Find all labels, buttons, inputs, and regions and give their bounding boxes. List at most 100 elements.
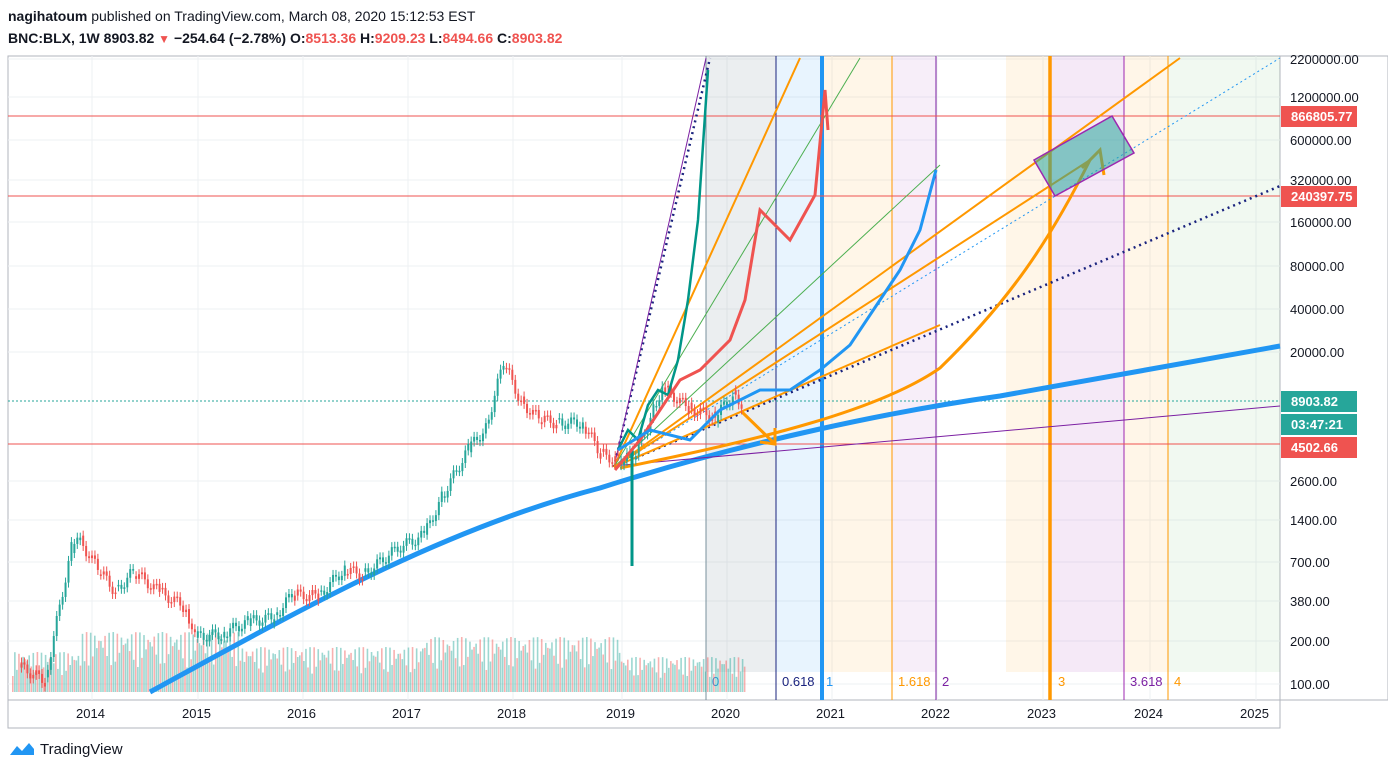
volume-bar — [96, 648, 98, 692]
volume-bar — [633, 675, 635, 692]
volume-bar — [645, 665, 648, 692]
price-candle — [188, 609, 190, 624]
price-candle — [314, 590, 317, 594]
volume-bar — [653, 658, 656, 692]
volume-bar — [342, 663, 344, 692]
volume-bar — [186, 667, 188, 692]
volume-bar — [153, 636, 156, 692]
price-candle — [120, 584, 123, 589]
volume-bar — [61, 675, 63, 692]
volume-bar — [286, 647, 289, 692]
volume-bar — [83, 661, 86, 692]
volume-bar — [299, 655, 301, 692]
volume-bar — [413, 668, 416, 692]
price-candle — [461, 463, 464, 472]
price-candle — [567, 423, 570, 429]
price-candle — [420, 530, 423, 538]
volume-bar — [399, 653, 402, 692]
volume-bar — [260, 647, 262, 692]
price-candle — [152, 584, 155, 590]
volume-bar — [608, 637, 611, 692]
price-candle — [299, 589, 302, 592]
volume-bar — [532, 637, 535, 692]
volume-bar — [329, 663, 332, 692]
volume-bar — [350, 652, 352, 692]
price-candle — [396, 546, 399, 552]
volume-bar — [12, 676, 14, 692]
price-axis-tick: 2200000.00 — [1290, 52, 1359, 67]
volume-bar — [504, 656, 506, 692]
tradingview-footer[interactable]: TradingView — [8, 740, 123, 758]
price-candle — [23, 662, 26, 665]
price-candle — [546, 415, 549, 417]
volume-bar — [149, 642, 151, 692]
price-candle — [717, 415, 720, 423]
volume-bar — [422, 648, 424, 692]
fib-time-label: 3 — [1058, 674, 1065, 689]
price-candle — [564, 425, 567, 429]
price-candle — [208, 634, 211, 642]
volume-bar — [214, 632, 217, 692]
price-candle — [164, 587, 167, 596]
volume-bar — [733, 657, 736, 692]
price-candle — [267, 613, 270, 615]
volume-bar — [555, 638, 557, 692]
fib-time-label: 0.618 — [782, 674, 815, 689]
volume-bar — [247, 656, 250, 692]
volume-bar — [674, 664, 676, 692]
fan-line — [613, 57, 801, 468]
price-candle — [708, 415, 711, 421]
volume-bar — [321, 652, 324, 692]
volume-bar — [63, 652, 65, 692]
volume-bar — [663, 672, 666, 692]
volume-bar — [616, 639, 619, 692]
volume-bar — [711, 657, 713, 692]
volume-bar — [481, 661, 484, 692]
price-candle — [367, 568, 370, 573]
volume-bar — [315, 666, 317, 692]
price-candle — [681, 397, 684, 400]
volume-bar — [485, 669, 488, 692]
price-candle — [523, 396, 526, 404]
price-candle — [49, 657, 52, 670]
volume-bar — [57, 668, 59, 692]
volume-bar — [270, 659, 272, 692]
volume-bar — [14, 652, 16, 692]
volume-bar — [268, 649, 270, 692]
ohlc-line: BNC:BLX, 1W 8903.82 ▼ −254.64 (−2.78%) O… — [8, 30, 562, 46]
volume-bar — [497, 646, 500, 692]
volume-bar — [407, 647, 410, 692]
volume-bar — [393, 649, 395, 692]
volume-bar — [85, 632, 88, 692]
price-candle — [158, 583, 161, 592]
volume-bar — [116, 633, 119, 692]
volume-bar — [208, 662, 211, 692]
volume-bar — [217, 655, 219, 692]
volume-bar — [280, 664, 283, 692]
volume-bar — [272, 653, 274, 692]
volume-bar — [686, 675, 689, 692]
price-candle — [411, 538, 414, 545]
price-axis-tick: 160000.00 — [1290, 215, 1351, 230]
price-candle — [734, 390, 737, 395]
price-axis-tick: 100.00 — [1290, 677, 1330, 692]
volume-bar — [192, 634, 194, 692]
price-candle — [693, 409, 696, 416]
volume-bar — [239, 660, 242, 692]
price-candle — [399, 550, 402, 553]
volume-bar — [241, 648, 244, 692]
volume-bar — [682, 674, 684, 692]
volume-bar — [581, 637, 584, 692]
volume-bar — [622, 662, 625, 692]
volume-bar — [561, 667, 563, 692]
volume-bar — [536, 637, 539, 692]
price-tag-label: 03:47:21 — [1291, 417, 1343, 432]
volume-bar — [171, 646, 174, 692]
price-axis-tick: 1400.00 — [1290, 513, 1337, 528]
price-candle — [455, 470, 458, 472]
volume-bar — [258, 668, 260, 692]
price-candle — [93, 555, 96, 559]
price-candle — [670, 385, 673, 393]
author-name[interactable]: nagihatoum — [8, 8, 88, 24]
